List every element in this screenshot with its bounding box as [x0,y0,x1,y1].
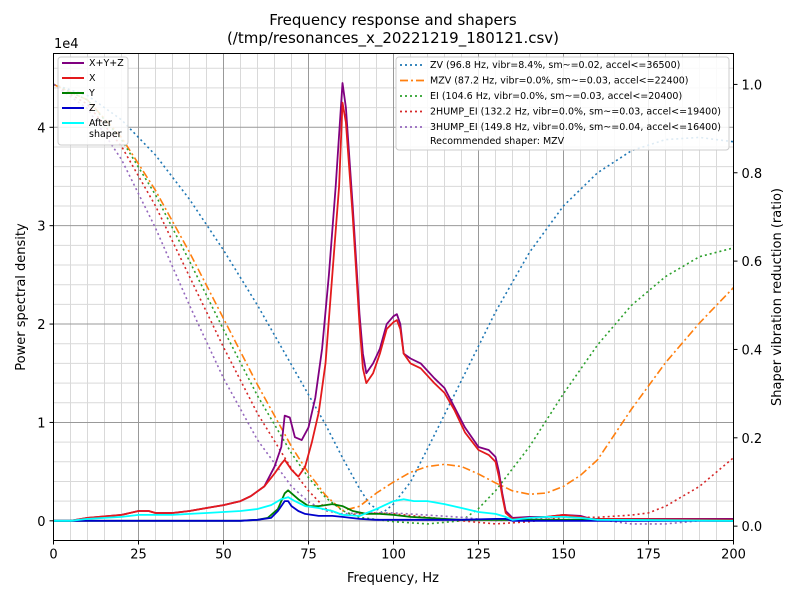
x-tick-label: 75 [300,548,317,563]
x-tick-label: 175 [636,548,661,563]
right-y-axis-ticks: 0.0 0.2 0.4 0.6 0.8 1.0 [733,78,763,535]
right-y-tick-label: 0.8 [742,167,763,182]
x-axis-label: Frequency, Hz [347,571,439,586]
x-tick-label: 0 [49,548,57,563]
left-y-tick-label: 1 [37,416,45,431]
psd-line-4 [53,496,734,522]
legend-psd-label: shaper [89,129,122,140]
x-tick-label: 100 [381,548,406,563]
legend-psd-label: After [89,118,112,129]
legend-psd-label: Y [88,88,95,99]
x-tick-label: 150 [551,548,576,563]
shaper-series-group [53,83,735,525]
right-y-axis-label: Shaper vibration reduction (ratio) [770,188,785,406]
shaper-line-3 [53,83,735,525]
left-scale-label: 1e4 [54,37,79,52]
legend-shapers-box [395,56,730,151]
left-y-tick-label: 0 [37,515,45,530]
x-tick-label: 125 [466,548,491,563]
legend-shaper-label: 2HUMP_EI (132.2 Hz, vibr=0.0%, sm~=0.03,… [430,107,721,118]
legend-psd-label: X+Y+Z [89,58,124,69]
legend-shaper-label: EI (104.6 Hz, vibr=0.0%, sm~=0.03, accel… [430,91,682,102]
left-y-tick-label: 4 [37,121,45,136]
psd-line-3 [53,500,734,522]
psd-line-1 [53,101,734,522]
chart-subtitle: (/tmp/resonances_x_20221219_180121.csv) [227,29,559,48]
recommended-shaper-text: Recommended shaper: MZV [430,136,565,147]
legend-shapers: Recommended shaper: MZV ZV (96.8 Hz, vib… [395,56,730,151]
legend-shaper-label: MZV (87.2 Hz, vibr=0.0%, sm~=0.03, accel… [430,76,689,87]
legend-psd-label: Z [89,103,96,114]
x-axis-ticks: 0 25 50 75 100 125 150 175 200 [49,540,746,563]
chart-title: Frequency response and shapers [269,11,517,29]
psd-series-group [53,82,734,522]
legend-psd-label: X [89,73,96,84]
left-y-tick-label: 2 [37,318,45,333]
right-y-tick-label: 1.0 [742,78,763,93]
legend-shaper-label: ZV (96.8 Hz, vibr=8.4%, sm~=0.02, accel<… [430,60,680,71]
right-y-tick-label: 0.4 [742,343,763,358]
left-y-axis-ticks: 0 1 2 3 4 [37,121,54,530]
legend-shaper-label: 3HUMP_EI (149.8 Hz, vibr=0.0%, sm~=0.04,… [430,122,721,133]
x-tick-label: 200 [721,548,746,563]
x-tick-label: 50 [215,548,232,563]
right-y-tick-label: 0.0 [742,520,763,535]
x-tick-label: 25 [130,548,147,563]
right-y-tick-label: 0.2 [742,432,763,447]
shaper-line-1 [53,83,735,512]
left-y-tick-label: 3 [37,220,45,235]
left-y-axis-label: Power spectral density [14,223,29,371]
right-y-tick-label: 0.6 [742,255,763,270]
